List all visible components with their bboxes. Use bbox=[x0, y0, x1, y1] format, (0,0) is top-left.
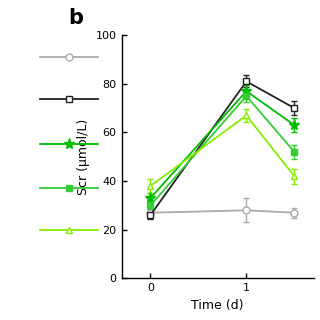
Y-axis label: Scr (μmol/L): Scr (μmol/L) bbox=[77, 119, 90, 195]
Text: b: b bbox=[68, 8, 83, 28]
X-axis label: Time (d): Time (d) bbox=[191, 299, 244, 312]
